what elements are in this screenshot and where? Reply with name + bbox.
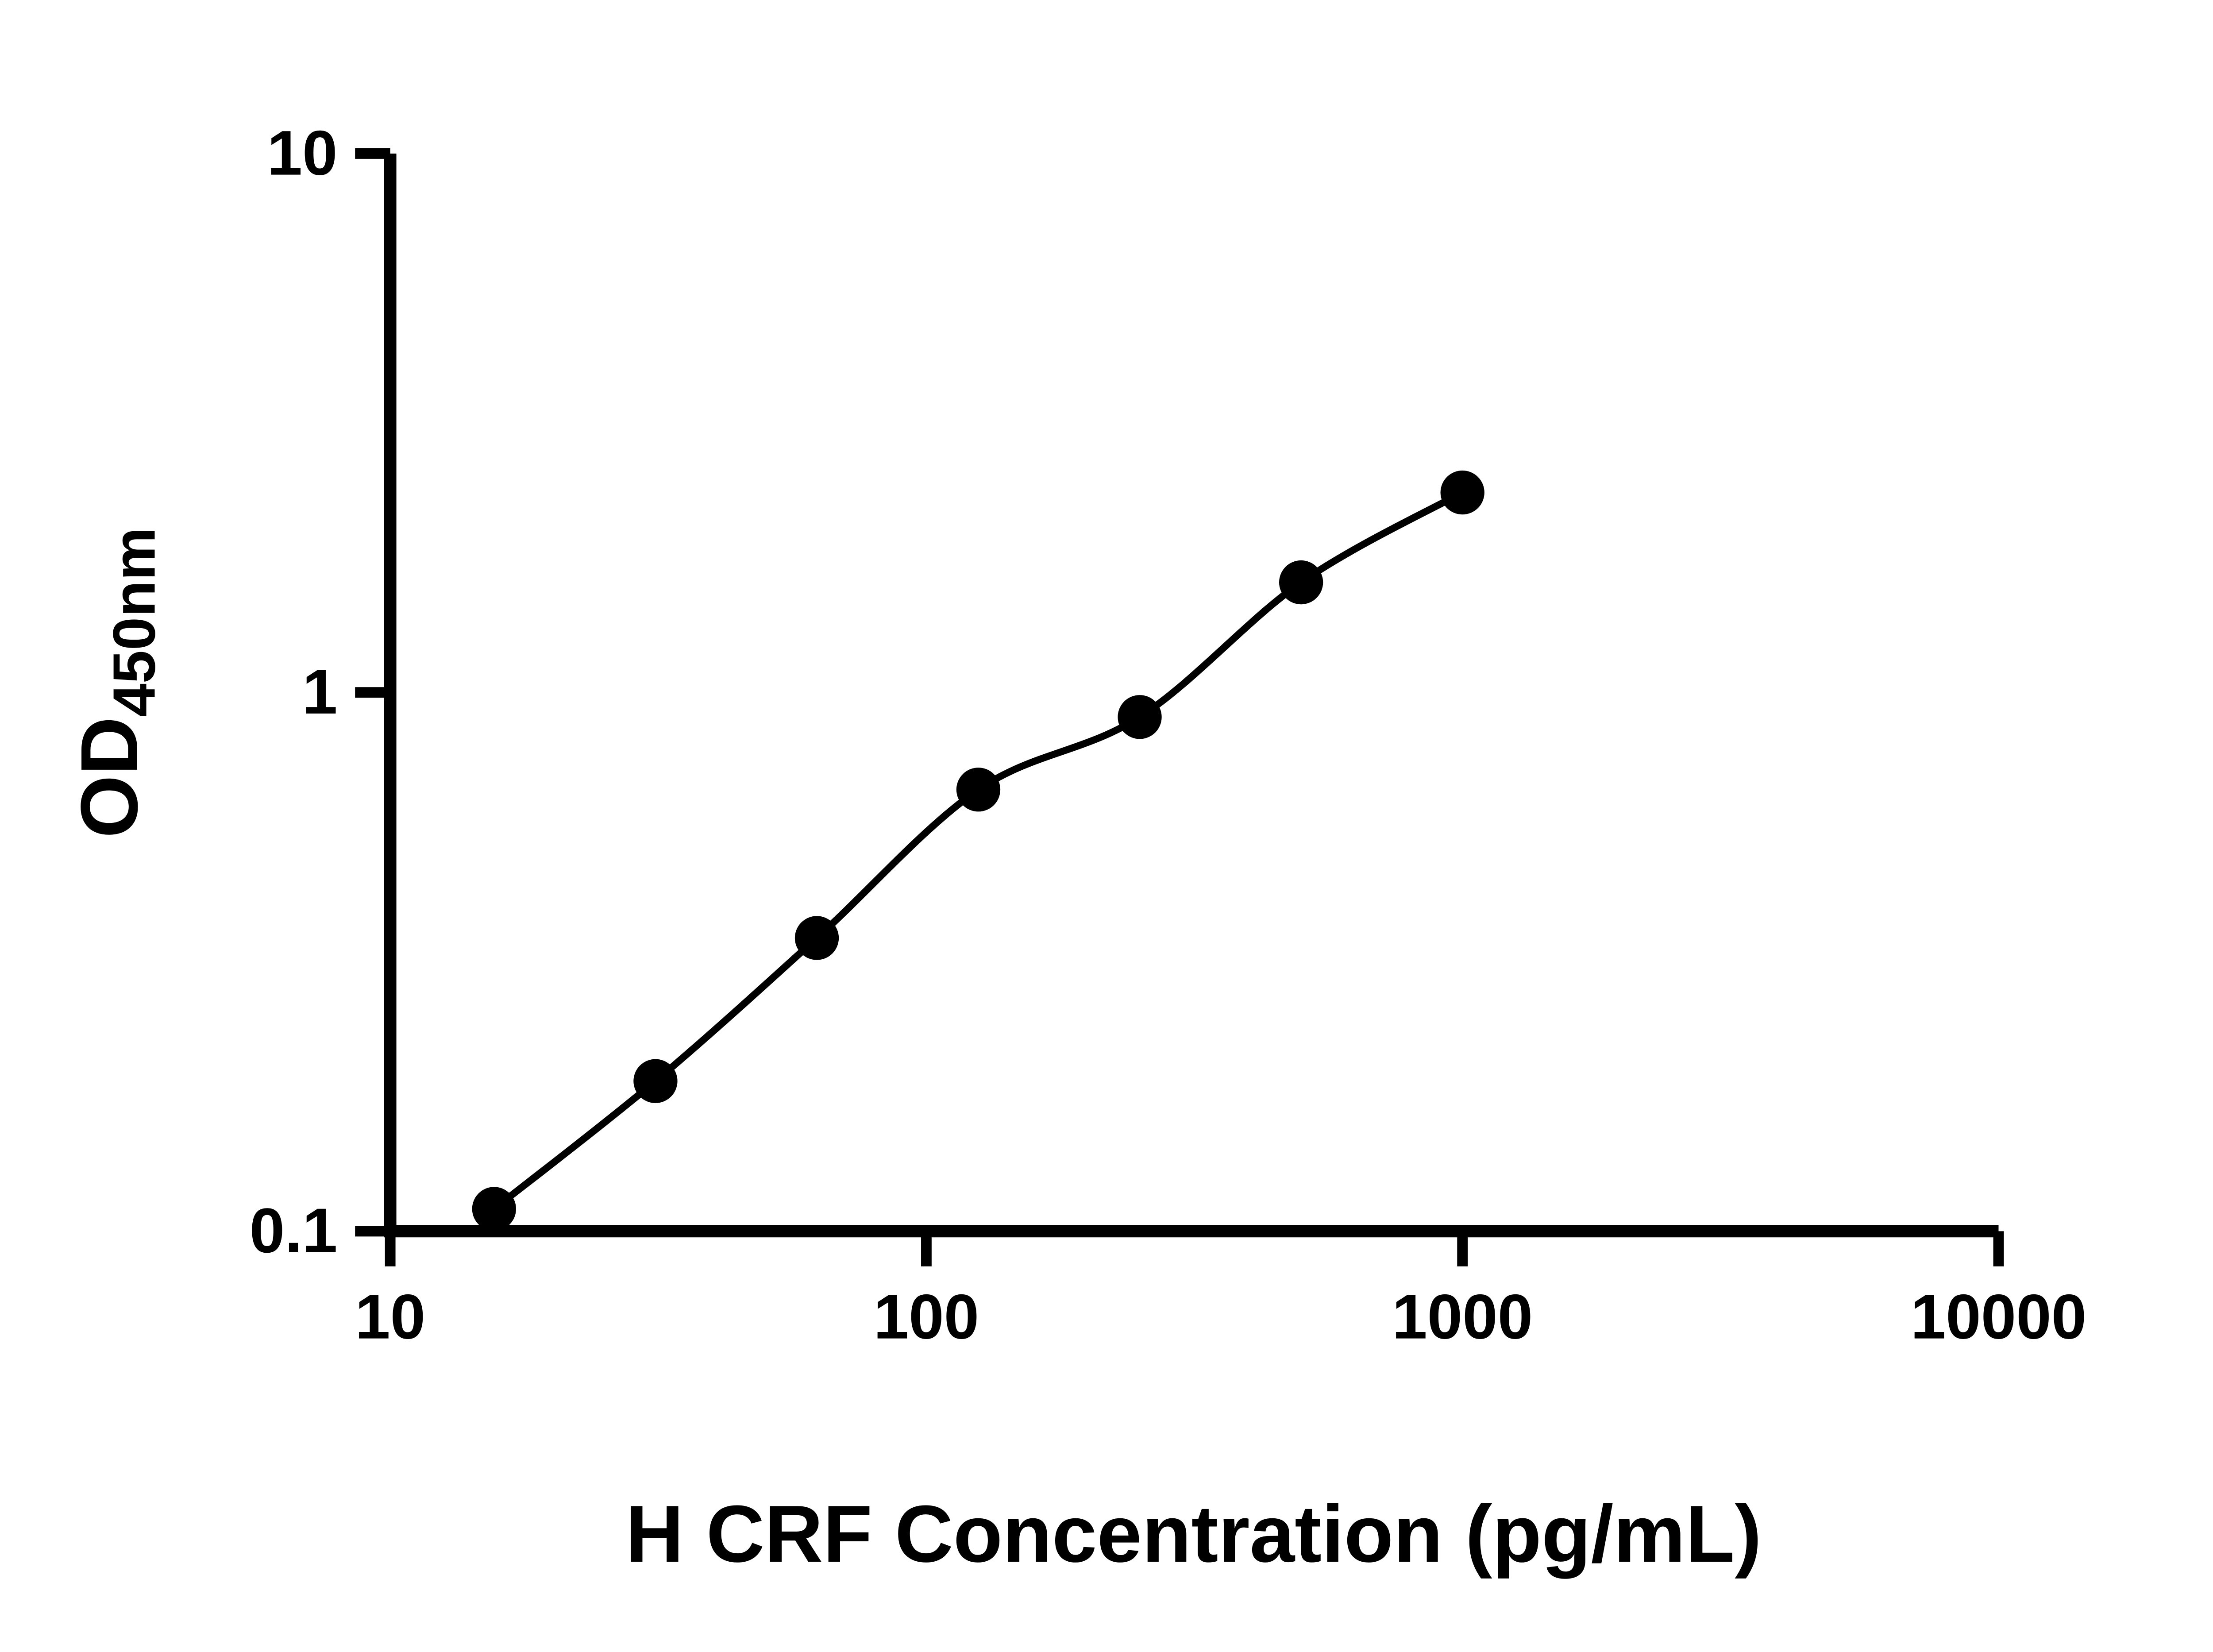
y-axis-title: OD450nm: [64, 527, 168, 838]
y-tick-label: 10: [267, 118, 337, 189]
x-tick-label: 10: [355, 1282, 425, 1352]
data-point: [794, 916, 839, 960]
axis-spine: [384, 153, 1999, 1238]
plot-area: 10 100 1000 10000 0.1 1 10: [250, 118, 2087, 1352]
x-tick-label: 10000: [1911, 1282, 2087, 1352]
x-axis-title: H CRF Concentration (pg/mL): [625, 1489, 1762, 1579]
fit-curve: [492, 489, 1465, 1212]
data-point: [1118, 695, 1162, 739]
y-tick-label: 1: [302, 657, 338, 727]
data-point: [633, 1059, 678, 1103]
x-tick-label: 1000: [1392, 1282, 1533, 1352]
y-axis-title-subscript: 450nm: [100, 527, 167, 717]
data-point: [1440, 470, 1484, 515]
data-point: [1279, 560, 1323, 605]
data-point: [472, 1187, 517, 1231]
x-tick-label: 100: [874, 1282, 979, 1352]
data-point: [956, 768, 1001, 812]
y-tick-label: 0.1: [250, 1196, 338, 1266]
y-axis-title-main: OD: [64, 717, 154, 838]
